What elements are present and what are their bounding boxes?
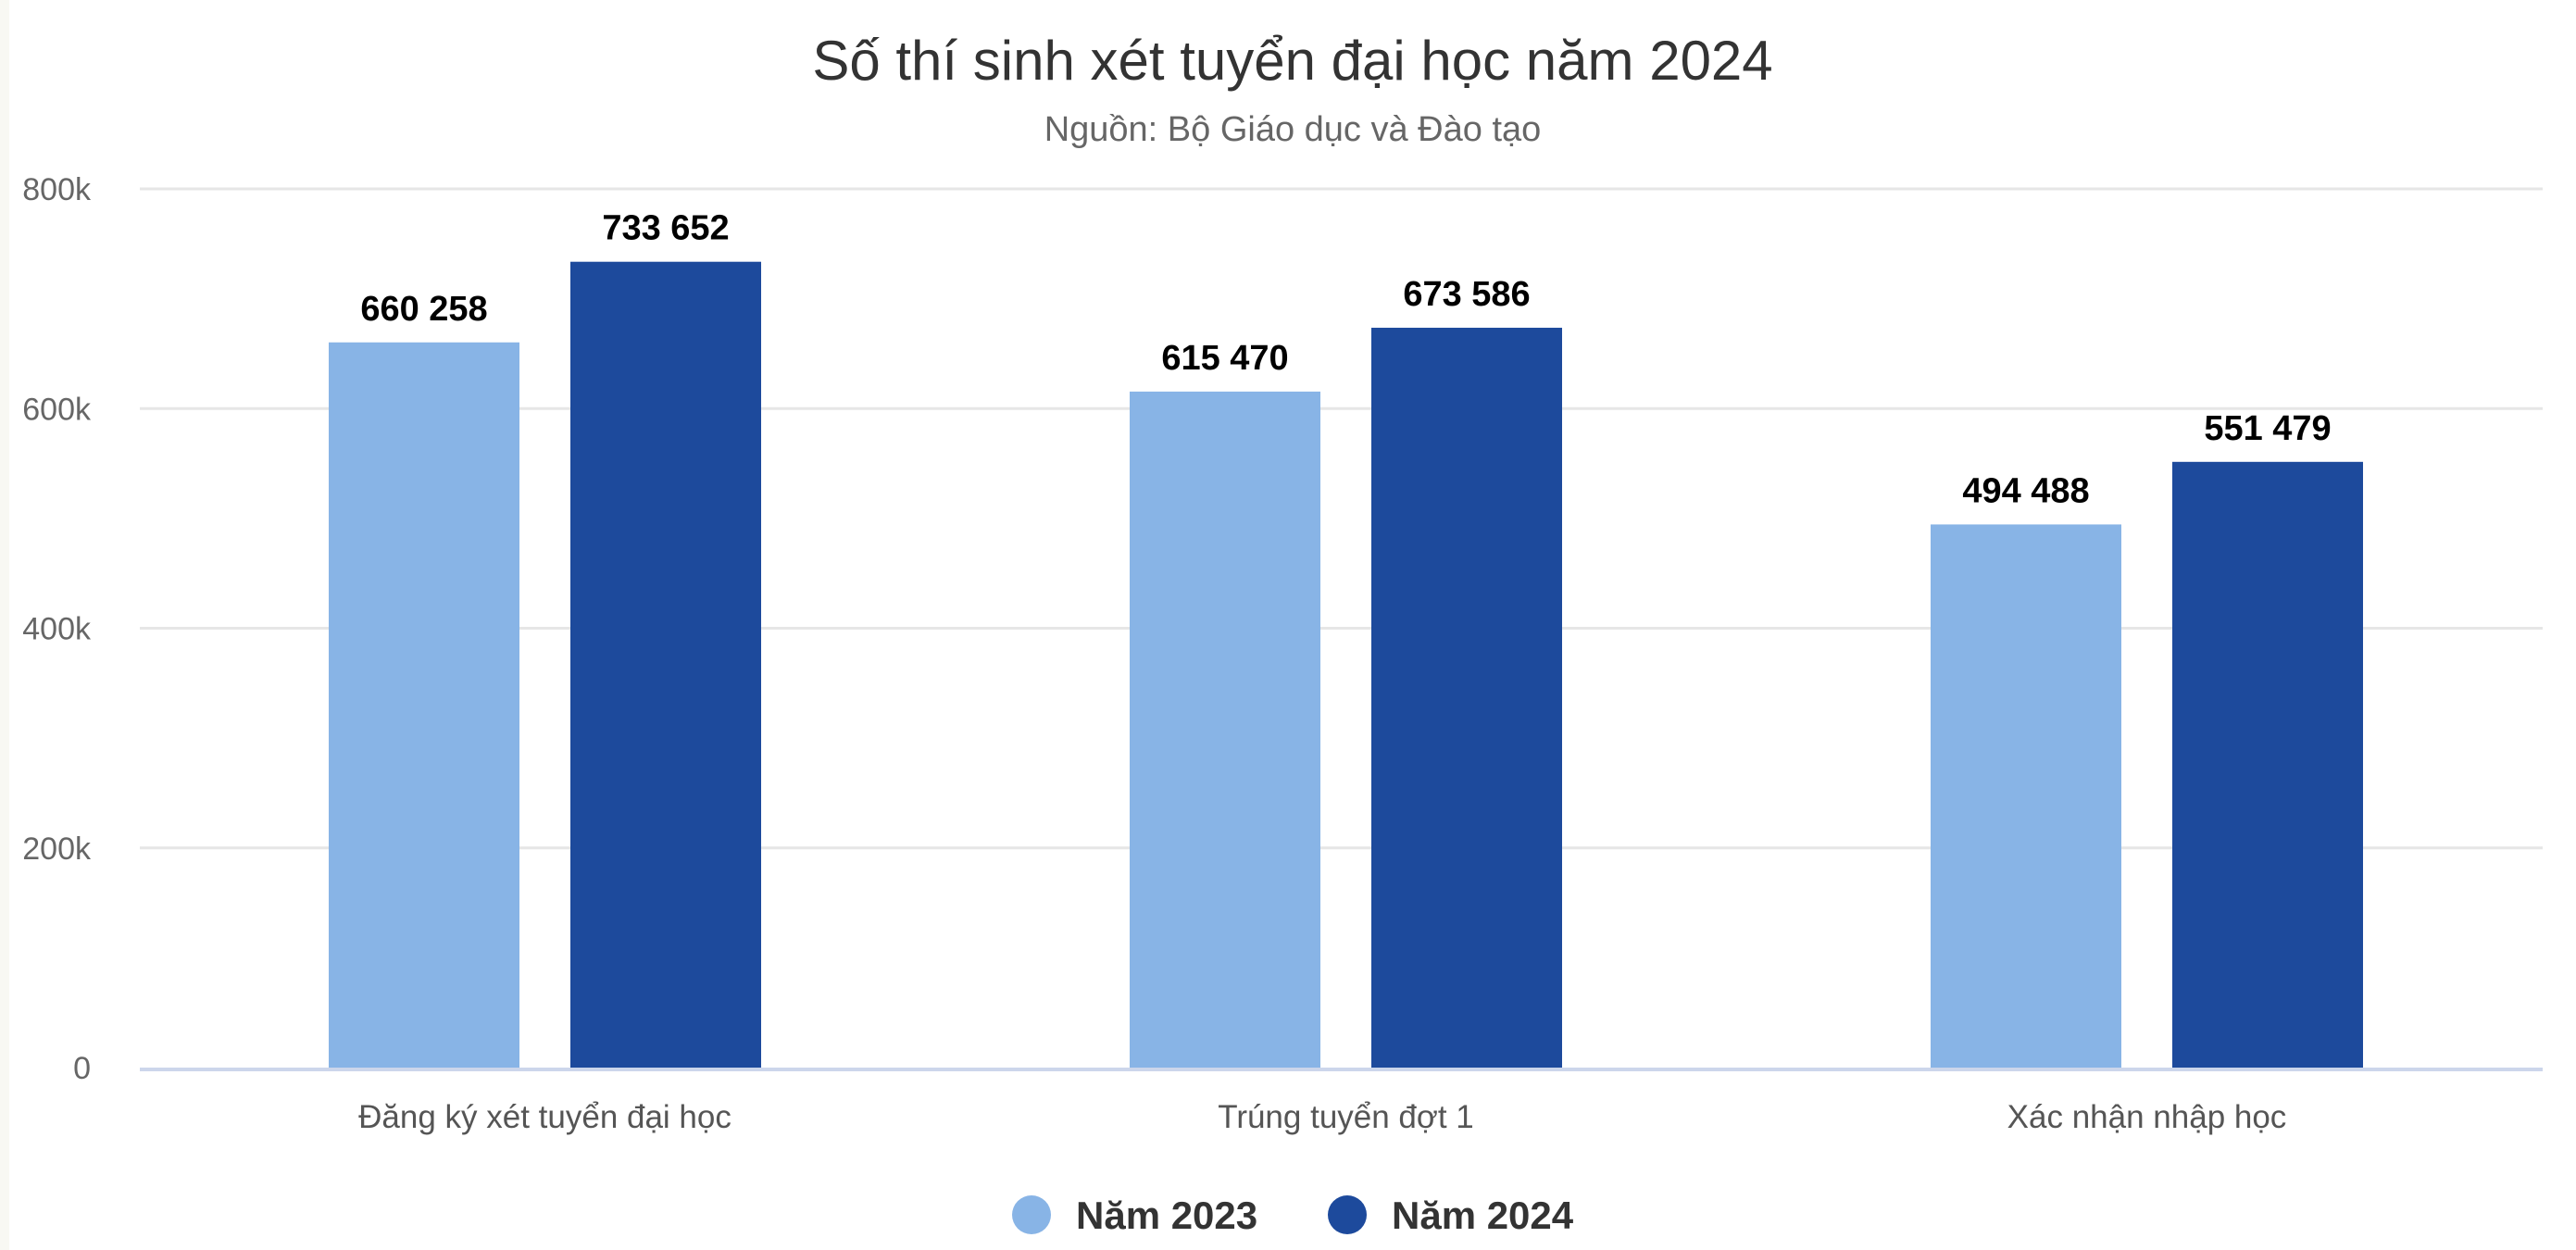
data-label: 494 488 [1962, 471, 2089, 510]
legend-item-2024[interactable]: Năm 2024 [1328, 1194, 1574, 1237]
data-label: 660 258 [360, 290, 487, 329]
bar-2023 [329, 342, 519, 1069]
x-tick-label: Đăng ký xét tuyển đại học [358, 1099, 732, 1135]
legend-label: Năm 2023 [1076, 1194, 1257, 1237]
bar-2023 [1130, 391, 1320, 1069]
legend-item-2023[interactable]: Năm 2023 [1012, 1194, 1257, 1237]
y-tick-label: 800k [22, 172, 92, 207]
data-label: 673 586 [1403, 275, 1530, 314]
data-label: 733 652 [602, 209, 729, 248]
y-tick-label: 200k [22, 831, 92, 867]
x-tick-label: Xác nhận nhập học [2007, 1099, 2287, 1135]
data-label: 551 479 [2204, 409, 2331, 448]
y-tick-label: 0 [73, 1051, 91, 1086]
bar-2023 [1931, 524, 2121, 1068]
bar-2024 [570, 261, 761, 1068]
legend-label: Năm 2024 [1392, 1194, 1574, 1237]
x-tick-label: Trúng tuyển đợt 1 [1218, 1099, 1474, 1135]
left-edge-strip [0, 0, 9, 1250]
legend-marker-icon [1012, 1195, 1051, 1234]
bar-2024 [1371, 327, 1562, 1068]
chart-subtitle: Nguồn: Bộ Giáo dục và Đào tạo [1044, 110, 1542, 149]
chart-title: Số thí sinh xét tuyển đại học năm 2024 [812, 30, 1772, 92]
data-label: 615 470 [1161, 339, 1288, 378]
bar-2024 [2172, 461, 2363, 1068]
y-tick-label: 400k [22, 612, 92, 647]
y-tick-label: 600k [22, 392, 92, 427]
legend-marker-icon [1328, 1195, 1367, 1234]
